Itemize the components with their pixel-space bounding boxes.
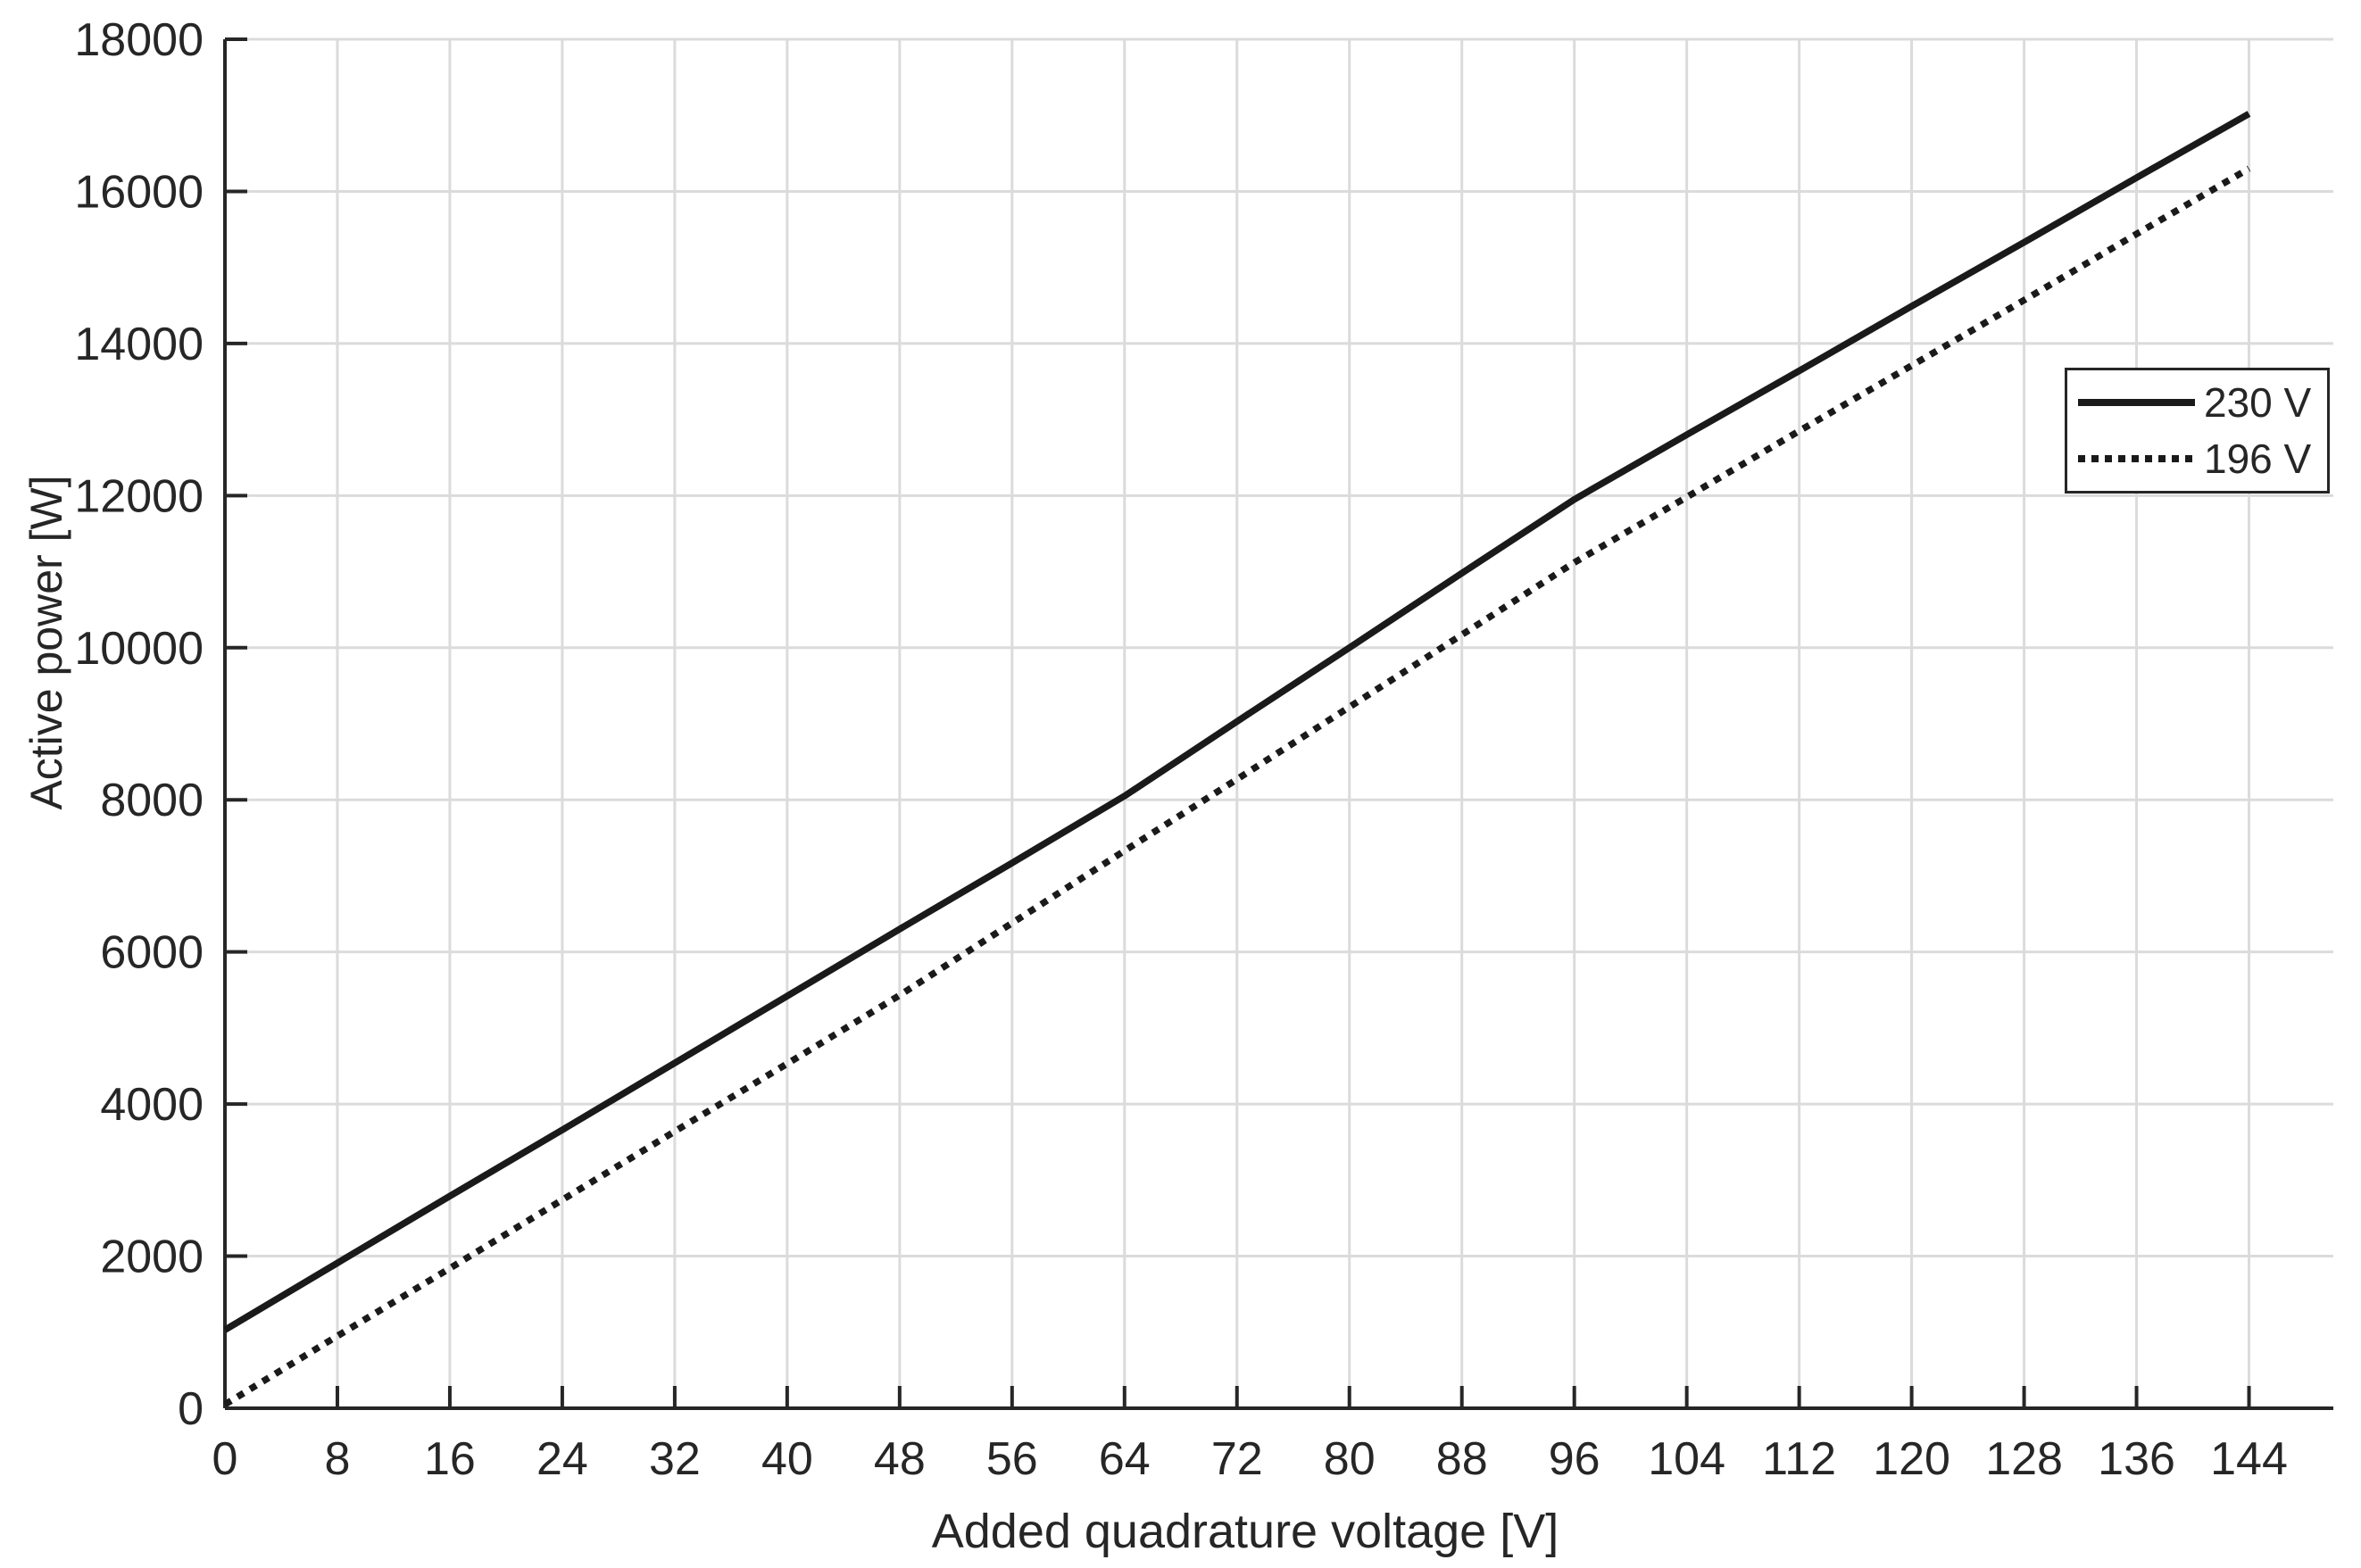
x-tick-label: 112 <box>1762 1433 1836 1485</box>
legend-entry-196v: 196 V <box>2078 435 2316 483</box>
x-tick-label: 16 <box>424 1433 476 1485</box>
x-tick-label: 80 <box>1324 1433 1376 1485</box>
y-tick-label: 16000 <box>74 166 204 218</box>
y-tick-label: 10000 <box>74 623 204 675</box>
x-tick-label: 0 <box>212 1433 238 1485</box>
y-tick-label: 6000 <box>100 927 204 979</box>
x-tick-label: 24 <box>536 1433 588 1485</box>
x-tick-label: 96 <box>1549 1433 1600 1485</box>
x-tick-label: 120 <box>1873 1433 1950 1485</box>
y-tick-label: 12000 <box>74 470 204 522</box>
y-tick-label: 4000 <box>100 1079 204 1131</box>
x-tick-label: 48 <box>874 1433 926 1485</box>
y-tick-label: 14000 <box>74 319 204 370</box>
y-tick-label: 8000 <box>100 775 204 826</box>
x-tick-label: 144 <box>2210 1433 2288 1485</box>
x-tick-label: 64 <box>1099 1433 1151 1485</box>
x-tick-label: 136 <box>2098 1433 2175 1485</box>
x-tick-label: 8 <box>325 1433 351 1485</box>
legend-entry-230v: 230 V <box>2078 378 2316 427</box>
x-axis-label: Added quadrature voltage [V] <box>931 1505 1559 1558</box>
series-line-230-v <box>223 111 2251 1333</box>
legend-dotted-line-sample <box>2078 455 2195 462</box>
x-tick-label: 40 <box>761 1433 813 1485</box>
x-tick-label: 88 <box>1436 1433 1488 1485</box>
y-axis-label: Active power [W] <box>21 475 71 810</box>
y-tick-label: 2000 <box>100 1232 204 1283</box>
x-tick-label: 56 <box>986 1433 1038 1485</box>
legend-label-196v: 196 V <box>2204 436 2312 482</box>
y-tick-label: 0 <box>178 1383 204 1435</box>
x-tick-label: 72 <box>1211 1433 1263 1485</box>
legend-label-230v: 230 V <box>2204 379 2312 426</box>
y-tick-label: 18000 <box>74 14 204 66</box>
x-tick-label: 128 <box>1985 1433 2063 1485</box>
x-tick-label: 32 <box>649 1433 701 1485</box>
legend: 230 V 196 V <box>2065 368 2330 494</box>
legend-solid-line-sample <box>2078 399 2195 406</box>
x-tick-label: 104 <box>1648 1433 1725 1485</box>
